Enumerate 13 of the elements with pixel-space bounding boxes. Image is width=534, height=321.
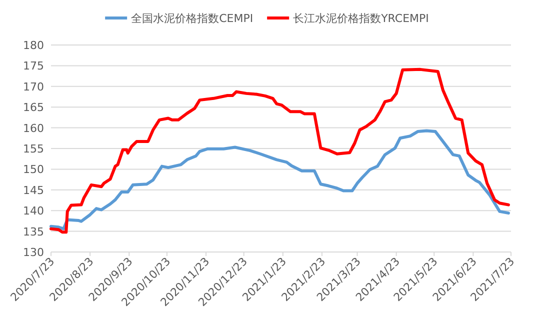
y-tick-label: 150 — [23, 163, 44, 176]
y-tick-label: 180 — [23, 39, 44, 52]
legend-label: 全国水泥价格指数CEMPI — [131, 12, 254, 25]
y-tick-label: 155 — [23, 142, 44, 156]
y-tick-label: 170 — [23, 80, 44, 94]
legend-label: 长江水泥价格指数YRCEMPI — [293, 12, 429, 25]
y-tick-label: 135 — [23, 225, 44, 238]
y-tick-label: 175 — [23, 60, 44, 73]
y-tick-label: 140 — [23, 204, 44, 218]
y-tick-label: 130 — [23, 246, 44, 259]
y-tick-label: 160 — [23, 122, 44, 135]
y-tick-label: 165 — [23, 101, 44, 114]
y-tick-label: 145 — [23, 184, 44, 197]
